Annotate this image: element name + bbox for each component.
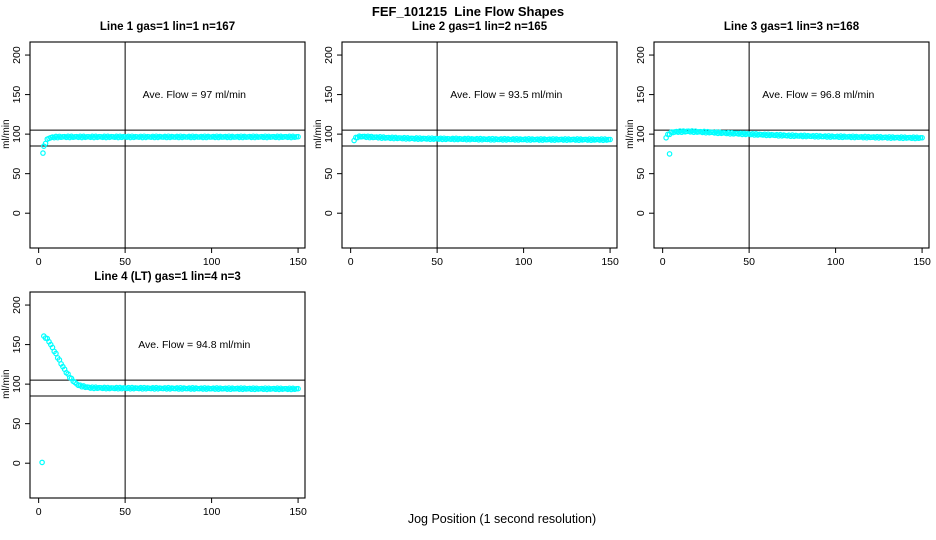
panel-line-2: Line 2 gas=1 lin=2 n=165 0 50 100 150 0 50 100 1… xyxy=(312,0,624,272)
figure-title: FEF_101215 Line Flow Shapes xyxy=(371,4,565,19)
y-tick-label: 100 xyxy=(635,125,647,143)
x-tick-label: 50 xyxy=(431,256,443,268)
y-tick-label: 150 xyxy=(635,86,647,104)
y-tick-label: 200 xyxy=(11,296,23,314)
data-points xyxy=(39,333,301,466)
plot-box xyxy=(341,41,618,249)
data-point xyxy=(295,133,301,140)
plot-box xyxy=(29,291,306,499)
y-tick-label: 200 xyxy=(635,46,647,64)
subplot-title: Line 4 (LT) gas=1 lin=4 n=3 xyxy=(94,271,240,283)
y-tick-label: 50 xyxy=(323,168,335,180)
data-point xyxy=(39,459,45,466)
x-tick-label: 50 xyxy=(119,506,131,518)
data-points xyxy=(663,128,925,157)
panel-line-4: Line 4 (LT) gas=1 lin=4 n=3 0 50 100 150 0 50 1… xyxy=(0,250,312,522)
x-tick-label: 0 xyxy=(348,256,354,268)
x-tick-label: 0 xyxy=(36,256,42,268)
data-points xyxy=(351,133,613,144)
x-tick-label: 150 xyxy=(601,256,619,268)
ave-flow-annotation: Ave. Flow = 94.8 ml/min xyxy=(138,339,250,351)
data-point xyxy=(295,385,301,392)
data-points xyxy=(40,133,301,156)
y-axis-label: ml/min xyxy=(1,369,12,398)
panel-line-1: Line 1 gas=1 lin=1 n=167 0 50 100 150 0 50 100 1… xyxy=(0,0,312,272)
y-tick-label: 200 xyxy=(11,46,23,64)
line-4-chart: Line 4 (LT) gas=1 lin=4 n=3 0 50 100 150 0 50 1… xyxy=(1,271,307,518)
x-axis-title: Jog Position (1 second resolution) xyxy=(407,512,597,526)
x-tick-label: 150 xyxy=(289,256,307,268)
x-tick-label: 50 xyxy=(743,256,755,268)
ave-flow-annotation: Ave. Flow = 97 ml/min xyxy=(143,89,247,101)
x-tick-label: 150 xyxy=(913,256,931,268)
line-1-chart: Line 1 gas=1 lin=1 n=167 0 50 100 150 0 50 100 1… xyxy=(1,21,307,268)
y-tick-label: 100 xyxy=(323,125,335,143)
x-tick-label: 0 xyxy=(660,256,666,268)
line-3-chart: Line 3 gas=1 lin=3 n=168 0 50 100 150 0 50 100 1… xyxy=(625,21,931,268)
y-tick-label: 0 xyxy=(323,210,335,216)
y-tick-label: 50 xyxy=(11,168,23,180)
y-tick-label: 150 xyxy=(323,86,335,104)
subplot-title: Line 2 gas=1 lin=2 n=165 xyxy=(412,21,548,33)
x-tick-label: 100 xyxy=(203,256,221,268)
data-point xyxy=(919,134,925,141)
y-tick-label: 100 xyxy=(11,375,23,393)
y-tick-label: 0 xyxy=(635,210,647,216)
ave-flow-annotation: Ave. Flow = 96.8 ml/min xyxy=(762,89,874,101)
data-point xyxy=(607,136,613,143)
x-tick-label: 100 xyxy=(515,256,533,268)
y-tick-label: 150 xyxy=(11,86,23,104)
x-tick-label: 100 xyxy=(827,256,845,268)
plot-box xyxy=(653,41,930,249)
x-tick-label: 100 xyxy=(203,506,221,518)
y-axis-label: ml/min xyxy=(313,119,324,148)
y-tick-label: 50 xyxy=(635,168,647,180)
y-tick-label: 0 xyxy=(11,460,23,466)
panel-line-3: Line 3 gas=1 lin=3 n=168 0 50 100 150 0 50 100 1… xyxy=(624,0,936,272)
ave-flow-annotation: Ave. Flow = 93.5 ml/min xyxy=(450,89,562,101)
y-tick-label: 0 xyxy=(11,210,23,216)
y-tick-label: 200 xyxy=(323,46,335,64)
y-axis-label: ml/min xyxy=(625,119,636,148)
subplot-title: Line 3 gas=1 lin=3 n=168 xyxy=(724,21,860,33)
data-point xyxy=(666,151,673,157)
data-point xyxy=(40,150,46,156)
y-axis-label: ml/min xyxy=(1,119,12,148)
y-tick-label: 100 xyxy=(11,125,23,143)
subplot-title: Line 1 gas=1 lin=1 n=167 xyxy=(100,21,235,33)
line-2-chart: Line 2 gas=1 lin=2 n=165 0 50 100 150 0 50 100 1… xyxy=(313,21,619,268)
x-tick-label: 150 xyxy=(289,506,307,518)
y-tick-label: 150 xyxy=(11,336,23,354)
y-tick-label: 50 xyxy=(11,418,23,430)
x-tick-label: 50 xyxy=(119,256,131,268)
x-tick-label: 0 xyxy=(36,506,42,518)
plot-box xyxy=(29,41,306,249)
